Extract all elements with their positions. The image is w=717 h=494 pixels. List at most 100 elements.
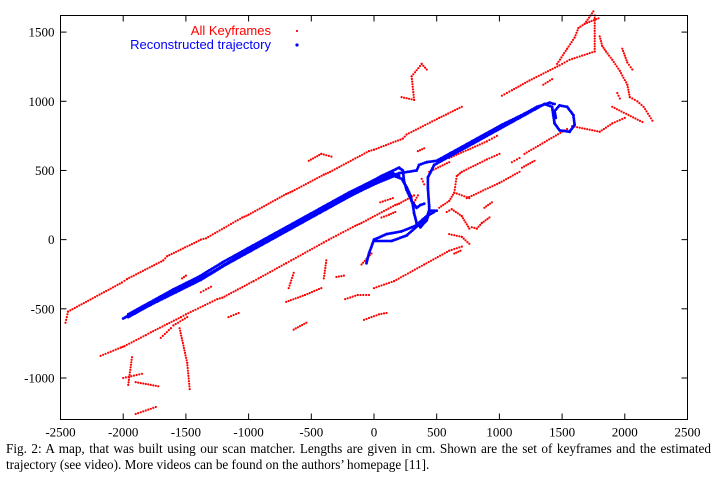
data-point [428, 121, 431, 124]
data-point [351, 158, 355, 161]
data-point [121, 345, 124, 348]
data-point [554, 116, 558, 120]
data-point [187, 312, 190, 315]
data-point [184, 354, 187, 357]
data-point [245, 214, 248, 217]
data-point [621, 117, 624, 121]
data-point [422, 64, 425, 67]
data-point [444, 202, 447, 205]
data-point [464, 221, 467, 224]
data-point [627, 113, 630, 117]
data-point [128, 371, 131, 374]
data-point [642, 105, 645, 108]
data-point [320, 242, 323, 245]
data-point [523, 165, 526, 168]
data-point [385, 214, 388, 217]
data-point [186, 361, 189, 364]
data-point [89, 298, 92, 301]
data-point [588, 16, 591, 19]
data-point [607, 125, 610, 128]
data-point [275, 267, 279, 270]
data-point [415, 69, 418, 72]
data-point [649, 117, 653, 120]
data-point [181, 341, 184, 345]
data-point [475, 192, 478, 195]
data-point [496, 182, 499, 186]
data-point [469, 147, 472, 150]
data-point [199, 291, 202, 294]
data-point [342, 231, 345, 234]
data-point [380, 145, 383, 148]
data-point [457, 173, 460, 176]
data-point [566, 47, 569, 50]
data-point [73, 306, 76, 310]
data-point [333, 168, 336, 171]
data-point [394, 203, 397, 207]
x-tick-label: 1500 [549, 425, 575, 440]
data-point [196, 307, 200, 310]
data-point [93, 296, 97, 299]
y-tick-label: 500 [35, 163, 55, 178]
data-point [280, 264, 283, 267]
data-point [243, 215, 246, 218]
data-point [597, 17, 600, 20]
data-point [128, 373, 131, 376]
data-point [251, 211, 255, 214]
data-point [230, 291, 233, 295]
data-point [424, 123, 427, 127]
x-tick-label: 500 [427, 425, 447, 440]
data-point [410, 77, 413, 81]
data-point [165, 323, 169, 326]
data-point [449, 197, 452, 200]
data-point [401, 137, 404, 140]
data-point [489, 186, 492, 189]
data-point [118, 282, 121, 285]
data-point [513, 87, 516, 91]
data-point [351, 226, 354, 229]
data-point [474, 164, 477, 167]
data-point [213, 299, 216, 302]
data-point [338, 165, 341, 169]
data-point [453, 191, 456, 194]
data-point [116, 283, 119, 286]
data-point [585, 21, 589, 24]
data-point [152, 330, 155, 333]
data-point [448, 199, 451, 202]
data-point [188, 382, 191, 385]
data-point [236, 219, 239, 222]
data-point [262, 274, 265, 277]
data-point [202, 237, 205, 240]
data-point [405, 97, 408, 100]
data-point [188, 385, 191, 388]
data-point [403, 96, 406, 99]
data-point [334, 234, 338, 237]
data-point [625, 81, 628, 84]
data-point [132, 340, 135, 343]
data-point [443, 252, 446, 255]
data-point [476, 162, 479, 165]
data-point [419, 126, 422, 129]
data-point [463, 195, 466, 198]
data-point [194, 308, 197, 311]
data-point [455, 192, 458, 195]
data-point [301, 294, 304, 297]
data-point [525, 151, 528, 154]
data-point [102, 353, 105, 356]
data-point [435, 118, 438, 121]
data-point [130, 375, 133, 378]
data-point [411, 85, 414, 88]
data-point [593, 37, 596, 40]
data-point [402, 274, 405, 278]
data-point [259, 276, 262, 279]
data-point [125, 343, 128, 346]
data-point [282, 194, 286, 197]
data-point [170, 252, 173, 256]
data-point [335, 167, 339, 170]
data-point [449, 111, 452, 114]
data-point [574, 34, 577, 37]
data-point [618, 69, 621, 72]
data-point [541, 142, 544, 145]
data-point [485, 205, 488, 208]
data-point [454, 186, 457, 189]
data-point [530, 78, 533, 81]
